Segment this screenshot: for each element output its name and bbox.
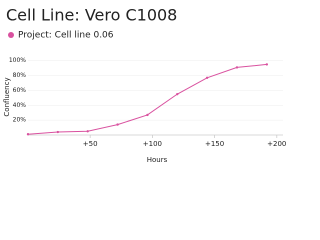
point — [205, 76, 209, 80]
legend-label: Project: Cell line 0.06 — [18, 31, 114, 41]
y-tick-label: 60% — [13, 87, 27, 94]
y-tick-label: 100% — [9, 57, 26, 64]
y-tick-label: 80% — [13, 72, 27, 79]
point — [26, 133, 30, 136]
point — [56, 130, 60, 134]
legend-marker — [8, 32, 14, 38]
x-tick-label: +100 — [143, 140, 162, 148]
y-tick-label: 20% — [13, 117, 27, 124]
point — [265, 63, 269, 66]
y-tick-label: 40% — [13, 102, 27, 109]
chart: Cell Line: Vero C1008 Project: Cell line… — [3, 6, 286, 165]
chart-title: Cell Line: Vero C1008 — [6, 6, 177, 25]
x-axis-label: Hours — [147, 156, 168, 164]
y-axis-label: Confluency — [3, 77, 11, 116]
point — [116, 123, 119, 126]
point — [235, 66, 239, 69]
x-tick-label: +150 — [205, 140, 224, 148]
line — [27, 63, 267, 135]
x-tick-label: +50 — [83, 140, 98, 148]
point — [146, 113, 149, 117]
point — [86, 130, 89, 133]
point — [176, 92, 179, 96]
x-tick-label: +200 — [267, 140, 286, 148]
